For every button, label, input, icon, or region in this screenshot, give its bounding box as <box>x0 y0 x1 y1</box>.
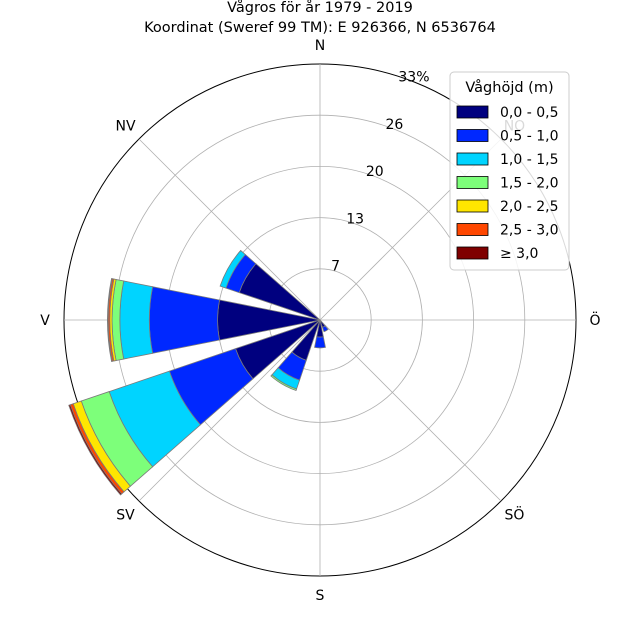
radial-tick-label: 20 <box>366 164 384 180</box>
bar-segment <box>68 404 123 496</box>
legend-item: 2,5 - 3,0 <box>456 223 558 239</box>
sector-180 <box>314 319 326 349</box>
radial-tick-label: 33% <box>398 69 429 85</box>
sector-240 <box>68 319 321 496</box>
polar-grid <box>63 63 577 577</box>
chart-subtitle: Koordinat (Sweref 99 TM): E 926366, N 65… <box>144 20 496 36</box>
legend-label: ≥ 3,0 <box>500 246 538 262</box>
legend-item: 2,0 - 2,5 <box>456 199 558 215</box>
sector-270 <box>107 278 321 362</box>
direction-label: S <box>316 588 325 604</box>
radial-tick-label: 26 <box>385 117 403 133</box>
legend-item: 1,0 - 1,5 <box>456 152 558 168</box>
sector-150 <box>319 319 329 333</box>
radial-tick-labels: 7 13 20 26 33% <box>331 69 429 274</box>
direction-label: V <box>40 313 50 329</box>
legend-label: 1,0 - 1,5 <box>500 152 558 168</box>
bar-segment <box>119 280 154 360</box>
legend: Våghöjd (m) 0,0 - 0,5 0,5 - 1,0 1,0 - 1,5 1,… <box>449 71 570 271</box>
direction-label: SÖ <box>505 505 525 523</box>
direction-label: SV <box>116 507 135 523</box>
legend-swatch <box>456 176 489 189</box>
legend-title: Våghöjd (m) <box>465 79 553 96</box>
grid-spoke <box>138 319 321 502</box>
legend-item: 0,5 - 1,0 <box>456 129 558 145</box>
sector-300 <box>219 249 321 321</box>
legend-label: 0,5 - 1,0 <box>500 129 558 145</box>
legend-item: 0,0 - 0,5 <box>456 105 558 121</box>
bar-segment <box>149 286 221 354</box>
direction-label: Ö <box>589 311 600 329</box>
bar-segment <box>107 278 113 362</box>
legend-box <box>449 71 570 271</box>
radial-tick-label: 13 <box>346 211 364 227</box>
legend-label: 2,5 - 3,0 <box>500 223 558 239</box>
legend-label: 0,0 - 0,5 <box>500 105 558 121</box>
bar-segment <box>219 249 246 289</box>
legend-swatch <box>456 246 489 260</box>
wind-rose-bars <box>68 249 329 496</box>
bar-segment <box>314 336 326 349</box>
chart-title: Vågros för år 1979 - 2019 <box>227 0 413 16</box>
legend-swatch <box>456 199 489 213</box>
grid-spoke <box>138 138 321 321</box>
sector-210 <box>270 319 321 392</box>
legend-label: 2,0 - 2,5 <box>500 199 558 215</box>
direction-label: N <box>315 38 325 54</box>
legend-swatch <box>456 223 489 236</box>
bar-segment <box>270 374 298 392</box>
legend-item: ≥ 3,0 <box>456 246 538 262</box>
radial-tick-label: 7 <box>331 259 340 275</box>
legend-swatch <box>456 105 489 119</box>
legend-label: 1,5 - 2,0 <box>500 176 558 192</box>
legend-swatch <box>456 152 489 166</box>
bar-segment <box>321 325 329 333</box>
grid-spoke <box>319 319 502 502</box>
legend-swatch <box>456 129 489 142</box>
direction-label: NV <box>116 119 136 135</box>
legend-item: 1,5 - 2,0 <box>456 176 558 192</box>
